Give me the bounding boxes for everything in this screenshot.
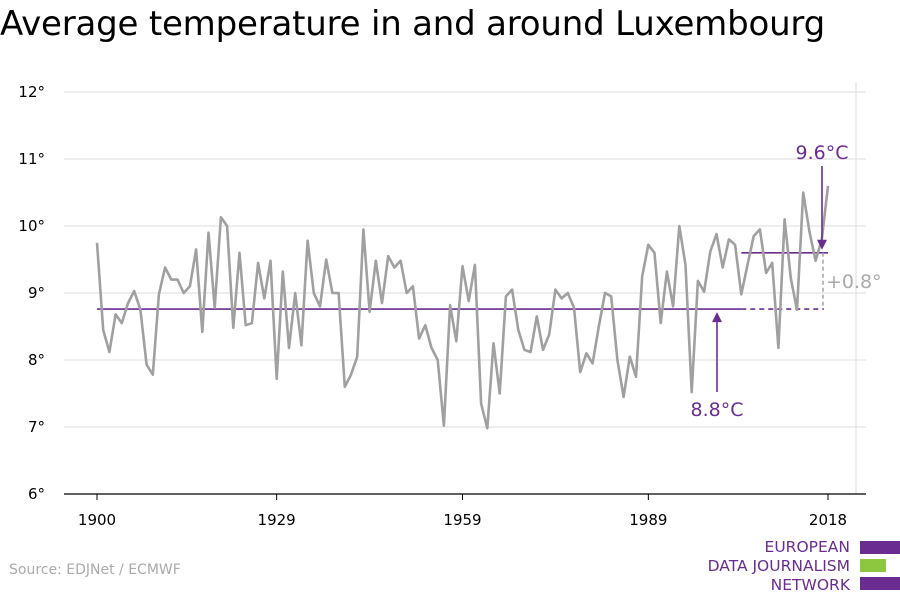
logo-text: EUROPEAN DATA JOURNALISM NETWORK — [708, 538, 850, 595]
edjnet-logo: EUROPEAN DATA JOURNALISM NETWORK — [700, 538, 900, 600]
logo-line-3: NETWORK — [770, 576, 850, 594]
x-tick-label: 1929 — [258, 511, 296, 529]
x-tick-label: 1959 — [443, 511, 481, 529]
logo-line-1: EUROPEAN — [764, 538, 850, 556]
x-tick-label: 1900 — [78, 511, 116, 529]
x-tick-label: 2018 — [809, 511, 847, 529]
logo-bar-green — [860, 559, 886, 572]
logo-bar-purple-top — [860, 541, 900, 554]
grid-lines — [64, 82, 866, 494]
y-axis-tick-labels: 6° 7° 8° 9° 10° 11° 12° — [18, 83, 45, 503]
recent-arrow-head — [817, 239, 827, 250]
y-tick-label: 9° — [28, 284, 45, 302]
difference-label: +0.8° — [826, 271, 882, 293]
y-tick-label: 12° — [18, 83, 45, 101]
recent-mean-label: 9.6°C — [796, 142, 849, 164]
baseline-arrow-head — [712, 312, 722, 323]
logo-line-2: DATA JOURNALISM — [707, 557, 850, 575]
logo-bar-purple-bottom — [860, 577, 900, 590]
y-tick-label: 7° — [28, 418, 45, 436]
temperature-series — [95, 185, 830, 430]
y-tick-label: 10° — [18, 217, 45, 235]
x-axis-ticks: 1900 1929 1959 1989 2018 — [78, 494, 847, 529]
annotations: 8.8°C 9.6°C +0.8° — [691, 142, 882, 421]
y-tick-label: 8° — [28, 351, 45, 369]
temperature-line — [95, 185, 830, 430]
y-tick-label: 11° — [18, 150, 45, 168]
x-tick-label: 1989 — [629, 511, 667, 529]
baseline-mean-label: 8.8°C — [691, 399, 744, 421]
source-note: Source: EDJNet / ECMWF — [9, 562, 181, 578]
y-tick-label: 6° — [28, 485, 45, 503]
chart-title: Average temperature in and around Luxemb… — [0, 4, 825, 44]
